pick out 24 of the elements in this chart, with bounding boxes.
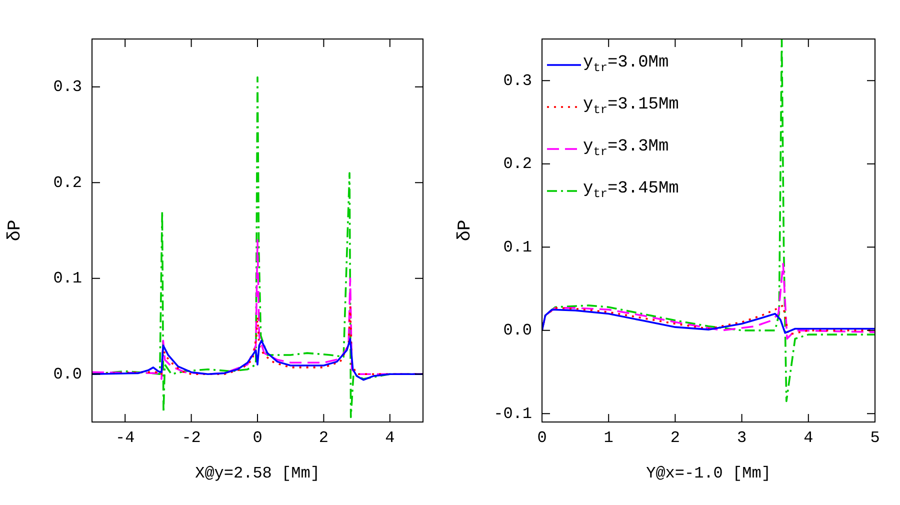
- x-axis-title: X@y=2.58 [Mm]: [195, 464, 320, 483]
- y-tick-label: 0.0: [503, 322, 532, 340]
- y-tick-label: 0.2: [53, 174, 82, 192]
- x-tick-label: -2: [182, 428, 201, 447]
- y-tick-label: 0.3: [53, 78, 82, 96]
- x-tick-label: 4: [385, 428, 395, 447]
- y-axis-title: δP: [6, 220, 26, 242]
- x-tick-label: 3: [736, 428, 747, 447]
- x-tick-label: 2: [318, 428, 329, 447]
- x-tick-label: 1: [604, 428, 614, 447]
- y-tick-label: 0.1: [503, 238, 532, 256]
- y-tick-label: -0.1: [494, 404, 532, 423]
- y-tick-label: 0.3: [503, 72, 532, 90]
- x-tick-label: -4: [116, 428, 135, 447]
- x-axis-title: Y@x=-1.0 [Mm]: [646, 464, 771, 483]
- y-axis-title: δP: [456, 220, 476, 242]
- y-tick-label: 0.0: [53, 365, 82, 384]
- x-tick-label: 0: [252, 428, 262, 447]
- x-tick-label: 0: [537, 428, 547, 447]
- y-tick-label: 0.2: [503, 155, 532, 174]
- x-tick-label: 2: [670, 428, 680, 447]
- x-tick-label: 5: [870, 428, 880, 447]
- x-tick-label: 4: [804, 428, 814, 447]
- y-tick-label: 0.1: [53, 270, 82, 288]
